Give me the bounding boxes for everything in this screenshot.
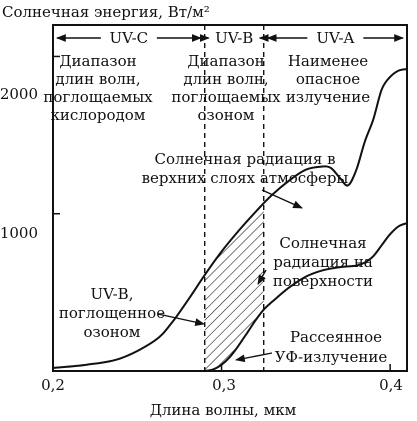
annotation-scattered-line: УФ-излучение <box>275 348 388 366</box>
region-uva-desc-line: излучение <box>286 88 370 106</box>
region-uvc-desc-line: Диапазон <box>59 52 136 70</box>
region-uvb-desc-line: озоном <box>198 106 255 124</box>
y-axis-title: Солнечная энергия, Вт/м² <box>2 3 210 21</box>
region-uvc-desc-line: кислородом <box>51 106 146 124</box>
uvb-absorbed-area <box>204 203 264 371</box>
annotation-scattered-leader <box>235 352 273 363</box>
axis-ticks <box>52 55 391 371</box>
annotation-scattered-line: Рассеянное <box>290 328 382 346</box>
annotation-surface-curve-leader <box>257 269 267 285</box>
region-uva-desc-line: опасное <box>296 70 360 88</box>
x-tick-label: 0,3 <box>212 376 236 394</box>
annotation-absorbed-line: поглощенное <box>59 304 165 322</box>
region-uvb-desc-line: длин волн, <box>183 70 268 88</box>
region-name-uva: UV-A <box>316 29 354 47</box>
annotation-surface-curve-line: поверхности <box>273 272 373 290</box>
region-uvc-desc-line: длин волн, <box>55 70 140 88</box>
region-uvb-desc-line: поглощаемых <box>171 88 281 106</box>
x-tick-label: 0,4 <box>379 376 403 394</box>
annotation-upper-curve-leader <box>261 189 303 209</box>
region-name-uvc: UV-C <box>110 29 149 47</box>
region-name-uvb: UV-B <box>215 29 253 47</box>
annotation-absorbed-leader <box>157 313 205 326</box>
annotation-surface-curve-line: Солнечная <box>279 234 366 252</box>
series-line-top-of-atmosphere <box>52 68 408 369</box>
y-tick-label: 1000 <box>0 224 38 242</box>
series-line-surface <box>204 222 408 372</box>
annotation-absorbed-line: озоном <box>84 323 141 341</box>
region-uva-desc-line: Наименее <box>288 52 368 70</box>
region-uvb-desc-line: Диапазон <box>187 52 264 70</box>
region-boundaries <box>204 25 265 371</box>
x-tick-label: 0,2 <box>41 376 65 394</box>
annotation-surface-curve-line: радиация на <box>273 253 373 271</box>
region-uvc-desc-line: поглощаемых <box>43 88 153 106</box>
annotation-absorbed-line: UV-B, <box>91 285 134 303</box>
y-tick-label: 2000 <box>0 85 38 103</box>
plot-frame <box>52 24 408 372</box>
x-axis-title: Длина волны, мкм <box>150 401 297 419</box>
annotation-upper-curve-line: верхних слоях атмосферы <box>142 169 349 187</box>
annotation-upper-curve-line: Солнечная радиация в <box>154 150 335 168</box>
